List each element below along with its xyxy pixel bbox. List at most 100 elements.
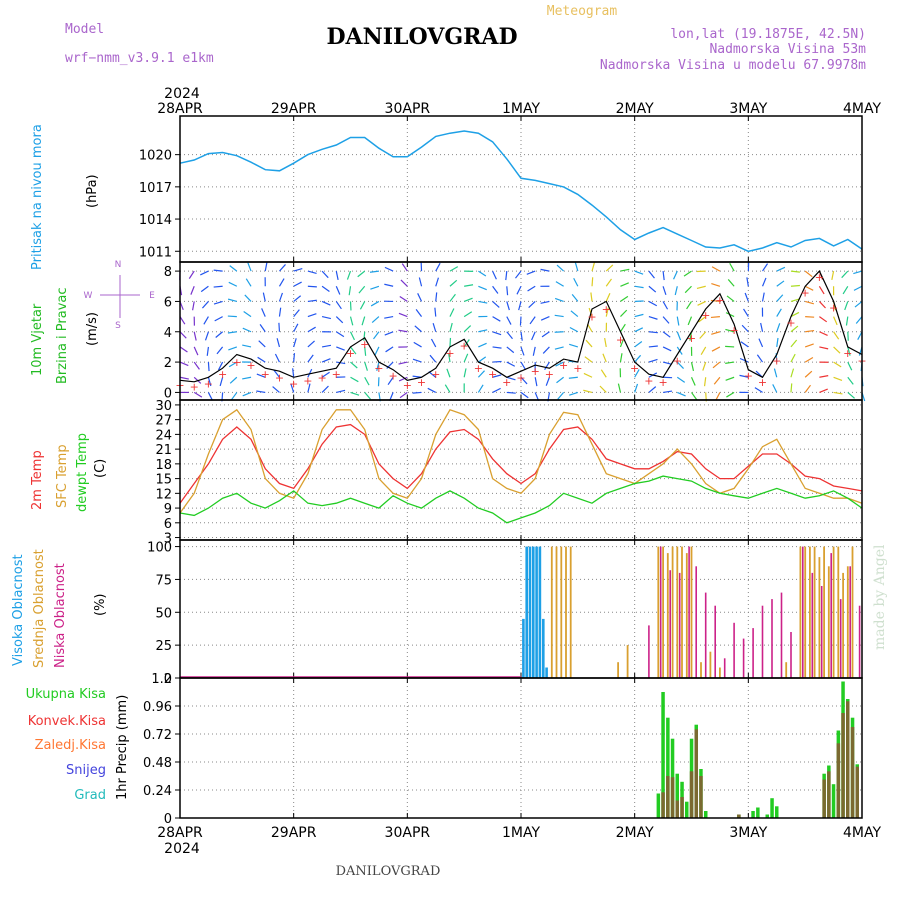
wind-arrow	[542, 346, 550, 354]
wind-arrow	[754, 387, 763, 393]
wind-arrow	[492, 270, 497, 280]
wind-arrow	[412, 391, 422, 394]
wind-arrow	[492, 346, 502, 349]
conv-precip-bar	[694, 729, 698, 818]
wind-arrow	[744, 292, 749, 302]
total-precip-bar	[765, 814, 769, 818]
wind-arrow	[374, 346, 380, 356]
wind-arrow	[554, 314, 564, 318]
wind-arrow	[350, 361, 358, 369]
conv-precip-bar	[850, 727, 855, 818]
low-cloud-bar	[790, 632, 792, 678]
ytick-label: 3	[164, 532, 172, 547]
wind-arrow	[790, 270, 800, 273]
dewpt-line	[179, 475, 863, 524]
total-precip-bar	[704, 811, 708, 818]
wind-arrow	[715, 392, 721, 401]
wind-arrow	[761, 277, 767, 287]
ytick-label: 75	[155, 573, 172, 588]
mid-cloud-bar	[569, 546, 572, 678]
wind-arrow	[293, 268, 303, 272]
wind-arrow	[725, 361, 735, 364]
mid-cloud-bar	[681, 546, 683, 678]
low-cloud-bar	[780, 592, 783, 678]
wind-arrow	[805, 329, 815, 333]
wind-marker: +	[190, 380, 199, 393]
legend-hail: Grad	[74, 788, 106, 803]
legend-snow: Snijeg	[66, 763, 106, 778]
wind-arrow	[634, 327, 644, 333]
low-cloud-bar	[659, 546, 662, 678]
t2m-label: 2m Temp	[30, 450, 45, 510]
wind-arrow	[307, 340, 315, 348]
total-precip-bar	[675, 773, 679, 818]
wind-arrow	[605, 278, 612, 287]
wind-arrow	[364, 376, 370, 386]
wind-arrow	[648, 345, 658, 348]
wind-arrow	[726, 295, 735, 302]
wind-arrow	[711, 282, 721, 287]
wind-arrow	[478, 356, 487, 363]
wind-arrow	[676, 331, 682, 341]
wind-arrow	[662, 390, 673, 394]
wind-label-2: Brzina i Pravac	[55, 287, 70, 384]
mid-cloud-bar	[700, 662, 702, 678]
wind-arrow	[449, 308, 455, 317]
wind-arrow	[743, 308, 749, 317]
wind-arrow	[725, 376, 735, 381]
wind-arrow	[264, 262, 268, 272]
wind-arrow	[847, 361, 853, 371]
wind-arrow	[773, 368, 778, 378]
wind-marker: +	[786, 317, 795, 330]
wind-arrow	[584, 356, 593, 363]
wind-arrow	[574, 262, 579, 272]
wind-arrow	[790, 325, 799, 333]
wind-arrow	[804, 343, 814, 348]
wind-arrow	[217, 361, 224, 371]
wind-arrow	[605, 264, 614, 272]
wind-arrow	[203, 316, 209, 325]
wind-arrow	[307, 299, 317, 303]
wind-arrow	[662, 301, 669, 310]
conv-precip-bar	[855, 766, 859, 818]
conv-precip-bar	[699, 776, 703, 818]
model-label: Model	[65, 22, 104, 37]
wind-arrow	[478, 300, 488, 304]
wind-arrow	[193, 346, 199, 356]
wind-arrow	[364, 361, 368, 371]
wind-arrow	[231, 392, 238, 401]
wind-arrow	[853, 285, 863, 291]
wind-arrow	[634, 383, 639, 393]
compass-s: S	[115, 321, 121, 331]
day-label-top: 28APR	[157, 101, 203, 117]
wind-marker: +	[417, 376, 426, 389]
wind-arrow	[446, 368, 451, 378]
wind-arrow	[619, 338, 625, 348]
high-cloud-label: Visoka Oblacnost	[11, 554, 26, 666]
ytick-label: 24	[155, 428, 172, 443]
wind-arrow	[683, 270, 692, 277]
high-cloud-bar	[545, 667, 548, 678]
wind-arrow	[427, 387, 437, 393]
wind-arrow	[213, 300, 223, 305]
day-label-bottom: 28APR	[157, 825, 203, 841]
wind-arrow	[214, 316, 223, 322]
wind-arrow	[591, 277, 594, 287]
wind-arrow	[712, 361, 721, 369]
wind-arrow	[526, 270, 536, 275]
day-label-top: 4MAY	[843, 101, 881, 117]
low-cloud-bar	[723, 658, 726, 678]
mid-cloud-bar	[818, 557, 821, 678]
wind-arrow	[415, 309, 423, 317]
wind-arrow	[620, 295, 629, 302]
wind-arrow	[278, 322, 281, 332]
sfc-label: SFC Temp	[55, 444, 70, 508]
wind-arrow	[349, 316, 354, 326]
wind-arrow	[833, 331, 840, 340]
wind-arrow	[307, 285, 317, 288]
wind-arrow	[228, 281, 238, 287]
low-cloud-bar	[752, 628, 754, 678]
wind-arrow	[200, 270, 209, 276]
wind-arrow	[710, 299, 720, 303]
wind-marker: +	[374, 362, 383, 375]
